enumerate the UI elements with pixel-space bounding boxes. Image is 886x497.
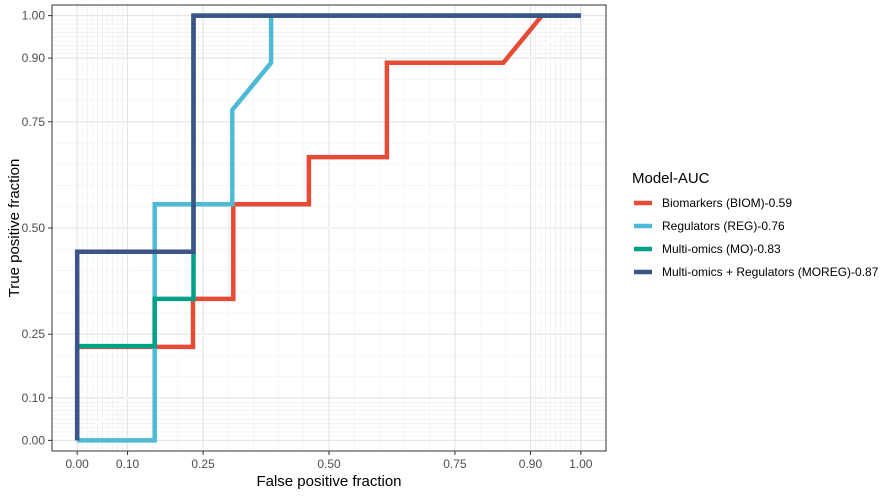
y-tick-label: 0.25 [22, 327, 46, 341]
x-tick-layer: 0.00 0.10 0.25 0.50 0.75 0.90 1.00 [66, 451, 593, 471]
x-tick-label: 0.75 [443, 457, 467, 471]
series-layer [74, 13, 581, 443]
legend-label-multi-omics-mo-0-83: Multi-omics (MO)-0.83 [662, 242, 781, 256]
x-tick-label: 0.25 [191, 457, 215, 471]
x-tick-label: 0.50 [317, 457, 341, 471]
legend-label-multi-omics-regulators-moreg-0-87: Multi-omics + Regulators (MOREG)-0.87 [662, 265, 879, 279]
reference-diagonal-layer [76, 15, 582, 441]
x-tick-label: 0.10 [116, 457, 140, 471]
y-tick-label: 0.90 [22, 51, 46, 65]
x-tick-label: 0.90 [519, 457, 543, 471]
y-tick-label: 0.75 [22, 115, 46, 129]
y-tick-layer: 0.00 0.10 0.25 0.50 0.75 0.90 1.00 [22, 9, 52, 447]
y-tick-label: 0.00 [22, 433, 46, 447]
y-axis-title: True positive fraction [6, 159, 23, 298]
roc-curve-multi-omics-regulators-moreg-0-87 [74, 13, 581, 441]
reference-diagonal [76, 15, 582, 441]
y-tick-label: 1.00 [22, 9, 46, 23]
y-tick-label: 0.50 [22, 221, 46, 235]
legend-label-regulators-reg-0-76: Regulators (REG)-0.76 [662, 219, 785, 233]
x-axis-title: False positive fraction [256, 473, 401, 490]
legend: Model-AUC Biomarkers (BIOM)-0.59 Regulato… [632, 170, 879, 279]
x-tick-label: 1.00 [569, 457, 593, 471]
roc-curve-biomarkers-biom-0-59 [74, 13, 581, 441]
x-tick-label: 0.00 [66, 457, 90, 471]
legend-label-biomarkers-biom-0-59: Biomarkers (BIOM)-0.59 [662, 196, 792, 210]
grid-layer [52, 5, 606, 451]
roc-curve-regulators-reg-0-76 [77, 13, 581, 443]
legend-title: Model-AUC [632, 170, 710, 187]
y-tick-label: 0.10 [22, 391, 46, 405]
